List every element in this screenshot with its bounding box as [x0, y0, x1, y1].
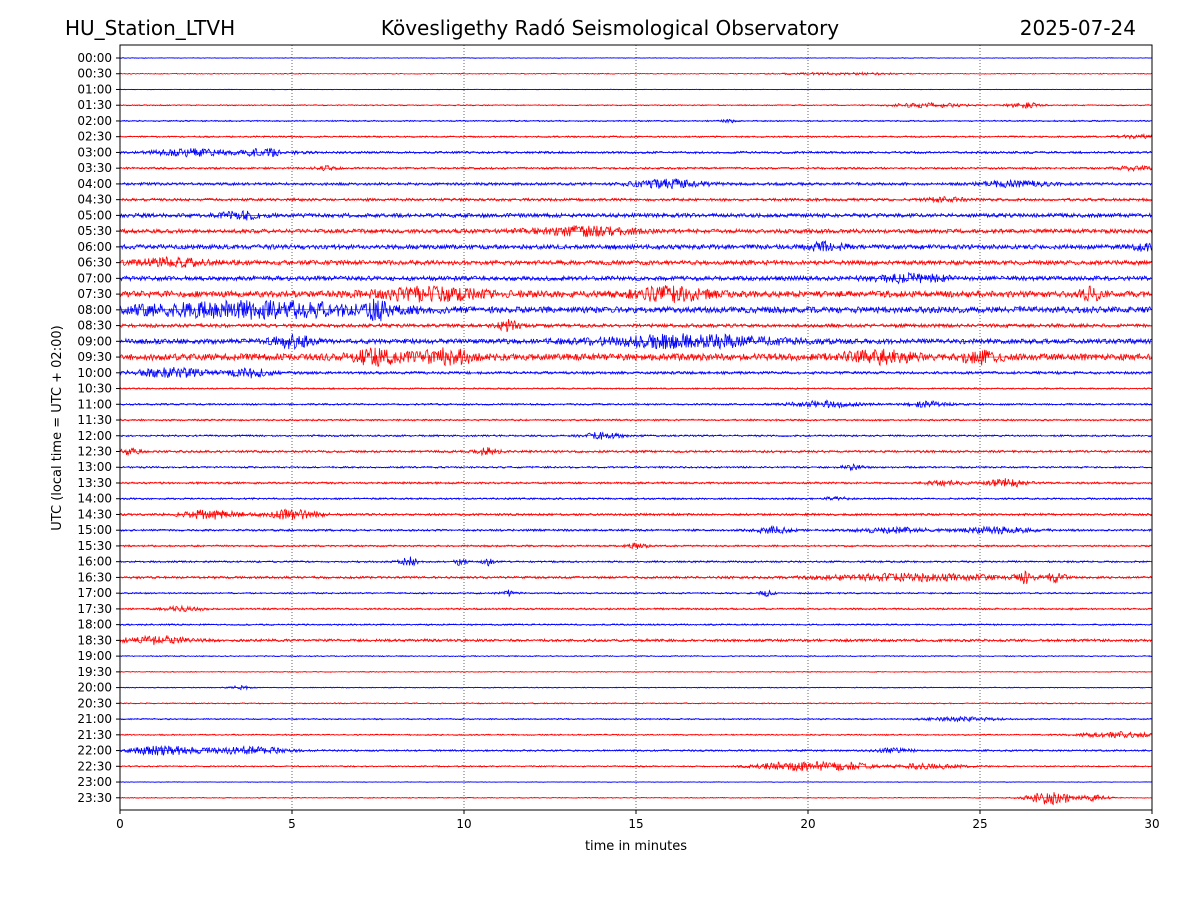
- y-tick-label: 13:30: [77, 476, 112, 490]
- trace-0530: [119, 225, 1153, 238]
- y-tick-label: 12:00: [77, 429, 112, 443]
- y-tick-label: 16:00: [77, 555, 112, 569]
- y-tick-label: 20:00: [77, 681, 112, 695]
- y-tick-label: 00:30: [77, 67, 112, 81]
- y-tick-label: 18:30: [77, 633, 112, 647]
- y-tick-label: 04:30: [77, 193, 112, 207]
- y-tick-label: 17:30: [77, 602, 112, 616]
- y-tick-label: 17:00: [77, 586, 112, 600]
- grid-lines: [291, 45, 981, 810]
- x-tick-label: 0: [116, 817, 124, 831]
- y-tick-label: 04:00: [77, 177, 112, 191]
- y-tick-label: 16:30: [77, 570, 112, 584]
- y-tick-label: 15:00: [77, 523, 112, 537]
- y-tick-label: 10:30: [77, 382, 112, 396]
- trace-0400: [119, 178, 1153, 190]
- y-tick-label: 00:00: [77, 51, 112, 65]
- trace-1430: [119, 508, 1153, 520]
- station-name: HU_Station_LTVH: [65, 16, 236, 40]
- trace-0500: [119, 210, 1153, 221]
- y-tick-label: 11:00: [77, 397, 112, 411]
- y-tick-label: 19:00: [77, 649, 112, 663]
- trace-1000: [119, 366, 1153, 379]
- y-tick-label: 21:30: [77, 728, 112, 742]
- y-tick-label: 21:00: [77, 712, 112, 726]
- y-tick-label: 23:00: [77, 775, 112, 789]
- y-tick-label: 15:30: [77, 539, 112, 553]
- y-tick-label: 23:30: [77, 791, 112, 805]
- y-tick-label: 03:30: [77, 161, 112, 175]
- y-tick-label: 06:00: [77, 240, 112, 254]
- x-tick-label: 5: [288, 817, 296, 831]
- y-tick-label: 11:30: [77, 413, 112, 427]
- y-tick-label: 02:30: [77, 130, 112, 144]
- x-axis-label: time in minutes: [585, 839, 687, 854]
- y-tick-label: 22:30: [77, 759, 112, 773]
- y-tick-label: 09:30: [77, 350, 112, 364]
- y-tick-label: 19:30: [77, 665, 112, 679]
- x-tick-label: 25: [972, 817, 987, 831]
- y-tick-label: 18:00: [77, 618, 112, 632]
- y-tick-label: 02:00: [77, 114, 112, 128]
- x-tick-label: 10: [456, 817, 471, 831]
- y-tick-label: 03:00: [77, 145, 112, 159]
- trace-0830: [119, 318, 1153, 333]
- y-tick-label: 07:30: [77, 287, 112, 301]
- chart-date: 2025-07-24: [1019, 16, 1136, 40]
- y-tick-label: 08:30: [77, 319, 112, 333]
- x-tick-label: 30: [1144, 817, 1159, 831]
- seismic-traces: [119, 57, 1153, 806]
- x-tick-label: 15: [628, 817, 643, 831]
- y-tick-label: 08:00: [77, 303, 112, 317]
- y-tick-label: 14:00: [77, 492, 112, 506]
- x-tick-label: 20: [800, 817, 815, 831]
- y-tick-label: 01:00: [77, 82, 112, 96]
- y-tick-label: 05:00: [77, 208, 112, 222]
- y-tick-label: 07:00: [77, 271, 112, 285]
- y-tick-label: 22:00: [77, 744, 112, 758]
- y-tick-label: 06:30: [77, 256, 112, 270]
- y-tick-label: 12:30: [77, 445, 112, 459]
- y-axis-label: UTC (local time = UTC + 02:00): [50, 325, 65, 530]
- y-tick-label: 10:00: [77, 366, 112, 380]
- y-tick-label: 20:30: [77, 696, 112, 710]
- trace-1500: [119, 525, 1153, 535]
- trace-1330: [119, 478, 1153, 488]
- chart-title: Kövesligethy Radó Seismological Observat…: [380, 16, 840, 40]
- y-tick-label: 09:00: [77, 334, 112, 348]
- y-tick-label: 05:30: [77, 224, 112, 238]
- y-tick-label: 01:30: [77, 98, 112, 112]
- y-tick-label: 14:30: [77, 507, 112, 521]
- y-tick-label: 13:00: [77, 460, 112, 474]
